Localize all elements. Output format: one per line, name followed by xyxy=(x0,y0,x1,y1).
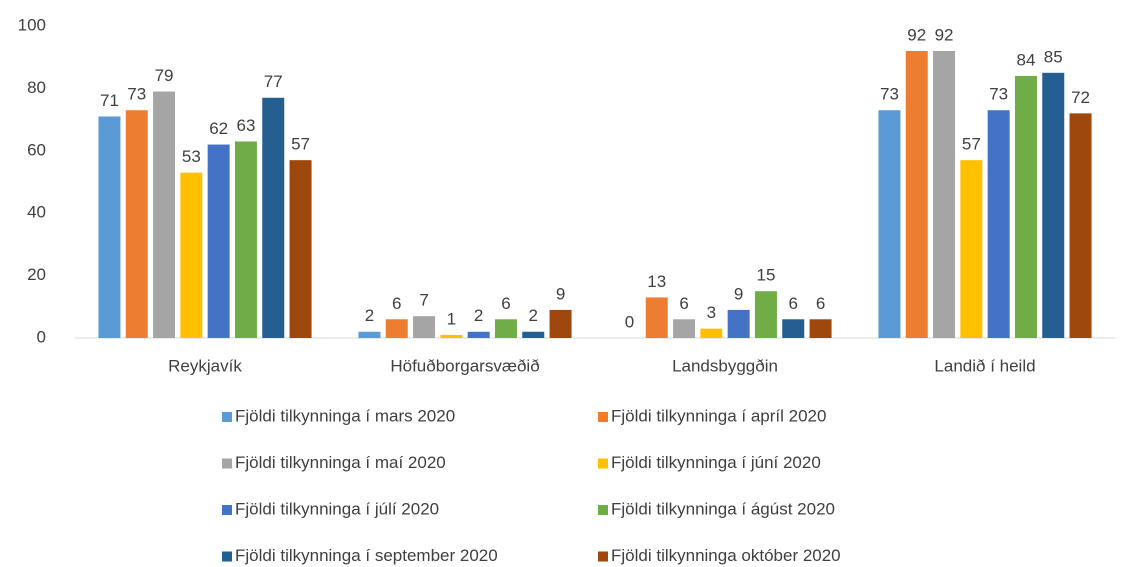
data-label: 1 xyxy=(447,309,456,328)
data-label: 6 xyxy=(816,294,825,313)
data-label: 71 xyxy=(100,91,119,110)
bar xyxy=(207,144,230,338)
bar xyxy=(440,334,463,338)
bar xyxy=(754,291,777,338)
data-label: 6 xyxy=(392,294,401,313)
bar xyxy=(673,319,696,338)
x-tick-label: Landið í heild xyxy=(934,356,1035,375)
data-label: 6 xyxy=(789,294,798,313)
data-label: 13 xyxy=(647,272,666,291)
legend-label: Fjöldi tilkynninga október 2020 xyxy=(611,546,841,565)
bar xyxy=(413,316,436,338)
x-tick-label: Reykjavík xyxy=(168,356,242,375)
legend-swatch xyxy=(222,458,232,469)
x-tick-label: Höfuðborgarsvæðið xyxy=(390,356,539,375)
y-tick-label: 20 xyxy=(27,265,46,284)
data-label: 57 xyxy=(962,135,981,154)
bar xyxy=(782,319,805,338)
data-label: 79 xyxy=(155,66,174,85)
bar xyxy=(933,50,956,339)
bar xyxy=(467,331,490,338)
data-label: 63 xyxy=(236,116,255,135)
legend-label: Fjöldi tilkynninga í maí 2020 xyxy=(235,453,446,472)
data-label: 0 xyxy=(625,312,634,331)
data-label: 2 xyxy=(474,306,483,325)
data-label: 15 xyxy=(756,266,775,285)
y-tick-label: 0 xyxy=(37,327,46,346)
legend-label: Fjöldi tilkynninga í júní 2020 xyxy=(611,453,821,472)
bar xyxy=(809,319,832,338)
bar xyxy=(549,309,572,338)
legend-swatch xyxy=(598,505,608,515)
bar xyxy=(1069,113,1092,338)
bar xyxy=(358,331,381,338)
bar xyxy=(385,319,408,338)
bar xyxy=(522,331,545,338)
bar xyxy=(234,141,257,338)
bar xyxy=(878,110,901,339)
legend-swatch xyxy=(598,458,608,469)
data-label: 92 xyxy=(907,25,926,44)
legend-swatch xyxy=(598,551,608,562)
data-label: 73 xyxy=(127,85,146,104)
bar xyxy=(700,328,723,338)
x-tick-label: Landsbyggðin xyxy=(672,356,778,375)
data-label: 73 xyxy=(989,85,1008,104)
data-label: 73 xyxy=(880,85,899,104)
data-label: 7 xyxy=(419,291,428,310)
legend-label: Fjöldi tilkynninga í mars 2020 xyxy=(235,406,455,425)
data-label: 92 xyxy=(935,25,954,44)
data-label: 9 xyxy=(556,284,565,303)
bar xyxy=(727,309,750,338)
data-label: 77 xyxy=(264,72,283,91)
legend-label: Fjöldi tilkynninga í júlí 2020 xyxy=(235,499,439,518)
data-label: 2 xyxy=(529,306,538,325)
data-label: 85 xyxy=(1044,47,1063,66)
data-label: 3 xyxy=(707,303,716,322)
data-label: 2 xyxy=(365,306,374,325)
bar xyxy=(987,110,1010,339)
data-label: 53 xyxy=(182,147,201,166)
data-label: 84 xyxy=(1016,50,1035,69)
data-label: 9 xyxy=(734,284,743,303)
legend-swatch xyxy=(222,412,232,422)
bar xyxy=(1014,75,1037,339)
data-label: 57 xyxy=(291,135,310,154)
legend-label: Fjöldi tilkynninga í september 2020 xyxy=(235,546,498,565)
bar xyxy=(98,116,121,338)
bar xyxy=(960,160,983,338)
y-tick-label: 40 xyxy=(27,203,46,222)
bar xyxy=(262,97,285,338)
bar xyxy=(1042,72,1065,339)
data-label: 62 xyxy=(209,119,228,138)
bar xyxy=(645,297,668,338)
legend-swatch xyxy=(598,412,608,422)
y-tick-label: 80 xyxy=(27,78,46,97)
bar xyxy=(289,160,312,338)
legend-swatch xyxy=(222,505,232,515)
legend-label: Fjöldi tilkynninga í ágúst 2020 xyxy=(611,499,835,518)
y-tick-label: 60 xyxy=(27,140,46,159)
data-label: 6 xyxy=(501,294,510,313)
bar xyxy=(494,319,517,338)
y-tick-label: 100 xyxy=(18,15,46,34)
legend-swatch xyxy=(222,551,232,562)
legend-label: Fjöldi tilkynninga í apríl 2020 xyxy=(611,406,826,425)
bar xyxy=(125,110,148,339)
data-label: 72 xyxy=(1071,88,1090,107)
bar xyxy=(180,172,203,338)
data-label: 6 xyxy=(679,294,688,313)
bar xyxy=(153,91,176,339)
bar xyxy=(905,50,928,339)
